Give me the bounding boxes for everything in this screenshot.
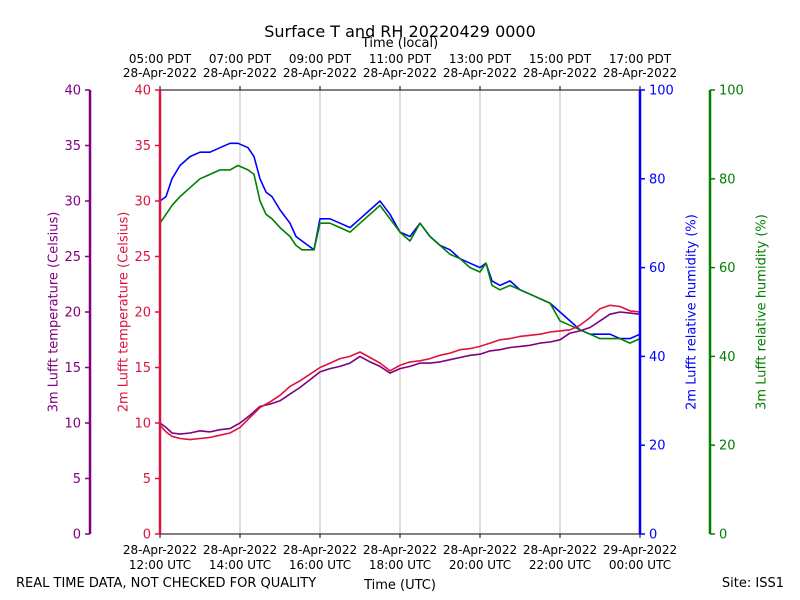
y-tick-label: 5 [143, 472, 151, 487]
x-tick-time: 18:00 UTC [369, 558, 431, 572]
y-tick-label: 40 [134, 84, 151, 99]
series-line [159, 164, 641, 344]
x-tick-date: 28-Apr-2022 [363, 543, 437, 557]
y-axis-title: 2m Lufft temperature (Celsius) [117, 212, 132, 413]
y-tick-label: 60 [719, 261, 736, 276]
x-tick-time: 20:00 UTC [449, 558, 511, 572]
series-line [159, 311, 641, 435]
y-tick-label: 10 [64, 417, 81, 432]
y-tick-label: 15 [64, 361, 81, 376]
y-axis-title: 3m Lufft temperature (Celsius) [47, 212, 62, 413]
vertical-gridlines [239, 90, 561, 534]
y-tick-label: 60 [649, 261, 666, 276]
top-tick-date: 28-Apr-2022 [363, 66, 437, 80]
top-tick-date: 28-Apr-2022 [123, 66, 197, 80]
top-tick-time: 05:00 PDT [129, 52, 192, 66]
top-tick-time: 13:00 PDT [449, 52, 512, 66]
y-tick-label: 20 [719, 439, 736, 454]
y-tick-label: 100 [649, 84, 674, 99]
y-axis-title: 3m Lufft relative humidity (%) [755, 214, 770, 410]
y-tick-label: 25 [64, 250, 81, 265]
top-tick-date: 28-Apr-2022 [603, 66, 677, 80]
top-tick-time: 15:00 PDT [529, 52, 592, 66]
top-tick-date: 28-Apr-2022 [203, 66, 277, 80]
y-tick-label: 25 [134, 250, 151, 265]
x-tick-date: 28-Apr-2022 [443, 543, 517, 557]
site-label: Site: ISS1 [721, 576, 784, 591]
y-tick-label: 80 [719, 172, 736, 187]
top-axis-title: Time (local) [361, 36, 438, 51]
y-tick-label: 0 [719, 528, 727, 543]
top-tick-date: 28-Apr-2022 [523, 66, 597, 80]
y-tick-label: 20 [134, 306, 151, 321]
y-tick-label: 15 [134, 361, 151, 376]
x-tick-time: 14:00 UTC [209, 558, 271, 572]
y-tick-label: 10 [134, 417, 151, 432]
y-tick-label: 80 [649, 172, 666, 187]
x-tick-time: 00:00 UTC [609, 558, 671, 572]
y-tick-label: 0 [73, 528, 81, 543]
top-tick-date: 28-Apr-2022 [443, 66, 517, 80]
y-tick-label: 30 [64, 195, 81, 210]
x-tick-date: 28-Apr-2022 [203, 543, 277, 557]
chart-axes [85, 86, 715, 538]
y-axis-title: 2m Lufft relative humidity (%) [685, 214, 700, 410]
y-tick-label: 0 [649, 528, 657, 543]
x-tick-time: 22:00 UTC [529, 558, 591, 572]
x-tick-date: 28-Apr-2022 [523, 543, 597, 557]
x-tick-time: 12:00 UTC [129, 558, 191, 572]
y-tick-label: 20 [649, 439, 666, 454]
data-series [159, 142, 641, 441]
y-tick-label: 5 [73, 472, 81, 487]
y-tick-label: 40 [719, 350, 736, 365]
y-tick-label: 40 [649, 350, 666, 365]
y-tick-label: 20 [64, 306, 81, 321]
series-line [159, 304, 641, 441]
y-tick-label: 35 [64, 139, 81, 154]
x-axis-title: Time (UTC) [363, 578, 436, 593]
x-tick-time: 16:00 UTC [289, 558, 351, 572]
y-tick-label: 30 [134, 195, 151, 210]
top-tick-date: 28-Apr-2022 [283, 66, 357, 80]
top-tick-time: 09:00 PDT [289, 52, 352, 66]
top-tick-time: 07:00 PDT [209, 52, 272, 66]
x-tick-date: 28-Apr-2022 [283, 543, 357, 557]
top-tick-time: 11:00 PDT [369, 52, 432, 66]
x-tick-date: 29-Apr-2022 [603, 543, 677, 557]
y-tick-label: 40 [64, 84, 81, 99]
top-tick-time: 17:00 PDT [609, 52, 672, 66]
quality-disclaimer: REAL TIME DATA, NOT CHECKED FOR QUALITY [16, 576, 317, 591]
y-tick-label: 100 [719, 84, 744, 99]
x-tick-date: 28-Apr-2022 [123, 543, 197, 557]
y-tick-label: 35 [134, 139, 151, 154]
chart-title: Surface T and RH 20220429 0000 [264, 22, 536, 41]
y-tick-label: 0 [143, 528, 151, 543]
